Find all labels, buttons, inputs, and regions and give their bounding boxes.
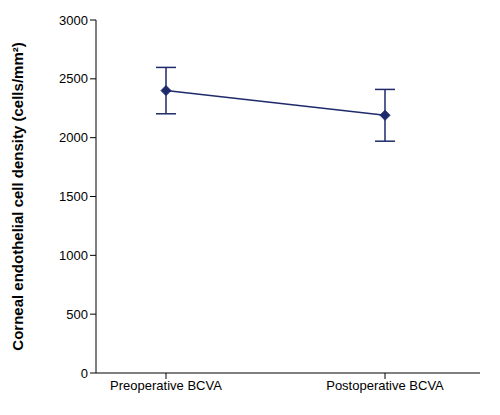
svg-text:1000: 1000 (59, 248, 88, 263)
svg-text:3000: 3000 (59, 13, 88, 28)
svg-text:0: 0 (81, 366, 88, 381)
svg-text:1500: 1500 (59, 189, 88, 204)
svg-text:Corneal endothelial cell densi: Corneal endothelial cell density (cells/… (9, 42, 26, 350)
svg-text:2500: 2500 (59, 71, 88, 86)
svg-text:Postoperative BCVA: Postoperative BCVA (326, 378, 444, 393)
svg-text:500: 500 (66, 307, 88, 322)
svg-text:Preoperative BCVA: Preoperative BCVA (110, 378, 222, 393)
svg-text:2000: 2000 (59, 130, 88, 145)
